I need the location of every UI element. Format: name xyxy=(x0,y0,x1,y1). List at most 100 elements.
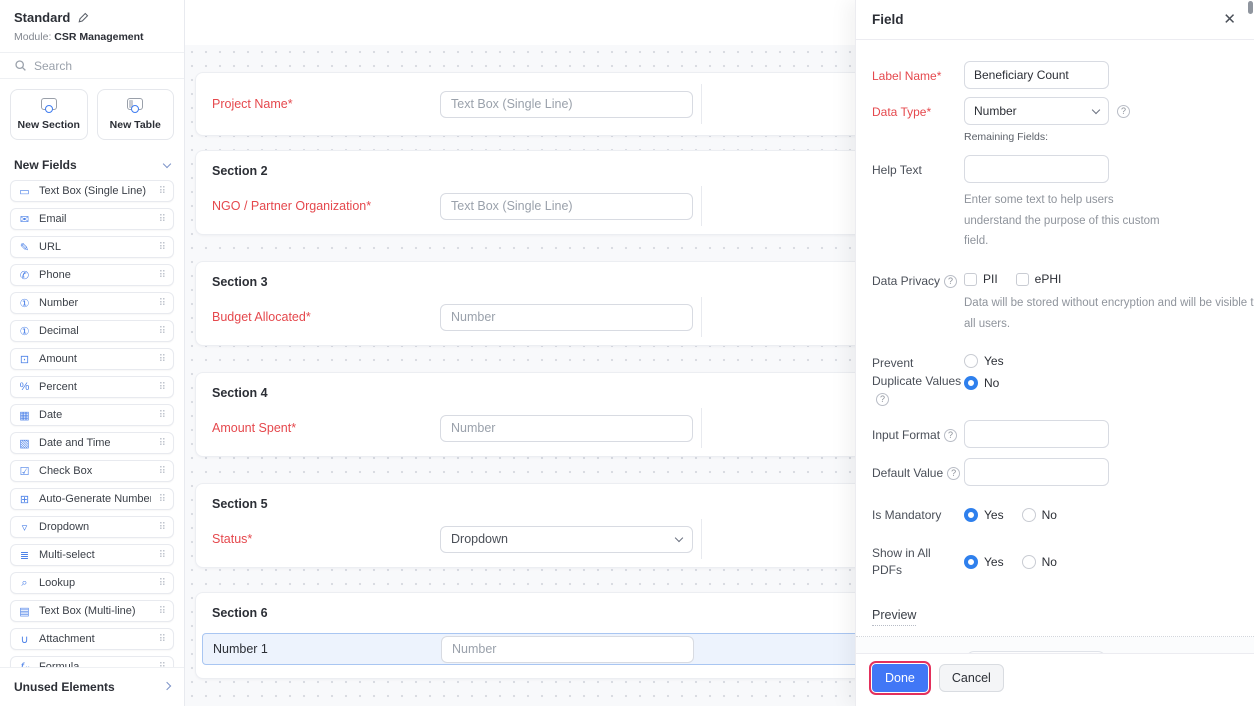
url-icon: ✎ xyxy=(19,241,30,254)
new-section-icon xyxy=(40,98,57,110)
field-type-text-box-single-line[interactable]: ▭ Text Box (Single Line) ⠿ xyxy=(10,180,174,202)
help-icon[interactable]: ? xyxy=(944,428,958,442)
ephi-checkbox[interactable] xyxy=(1015,272,1029,286)
new-fields-title: New Fields xyxy=(14,158,77,172)
field-type-email[interactable]: ✉ Email ⠿ xyxy=(10,208,174,230)
help-icon[interactable]: ? xyxy=(944,275,958,289)
drag-handle-icon[interactable]: ⠿ xyxy=(158,325,166,337)
panel-header: Field ✕ xyxy=(856,0,1254,40)
field-type-percent[interactable]: % Percent ⠿ xyxy=(10,376,174,398)
drag-handle-icon[interactable]: ⠿ xyxy=(158,213,166,225)
field-input[interactable] xyxy=(440,303,693,331)
section-card-5[interactable]: Section 5 Status* Dropdown xyxy=(195,483,895,568)
page-scrollbar[interactable] xyxy=(1247,0,1254,706)
form-title: Standard xyxy=(14,10,71,25)
decimal-icon: ① xyxy=(19,325,30,338)
field-type-lookup[interactable]: ⌕ Lookup ⠿ xyxy=(10,572,174,594)
radio-no-selected[interactable] xyxy=(964,376,978,391)
field-type-phone[interactable]: ✆ Phone ⠿ xyxy=(10,264,174,286)
drag-handle-icon[interactable]: ⠿ xyxy=(158,605,166,617)
is-mandatory-no-option[interactable]: No xyxy=(1021,507,1057,522)
scrollbar-thumb[interactable] xyxy=(1248,1,1253,14)
dotted-divider xyxy=(856,635,1254,637)
drag-handle-icon[interactable]: ⠿ xyxy=(158,297,166,309)
help-text-input[interactable] xyxy=(964,155,1109,183)
field-type-multi-select[interactable]: ≣ Multi-select ⠿ xyxy=(10,544,174,566)
radio-yes[interactable] xyxy=(964,354,978,369)
drag-handle-icon[interactable]: ⠿ xyxy=(158,437,166,449)
drag-handle-icon[interactable]: ⠿ xyxy=(158,521,166,533)
data-type-select[interactable]: Number xyxy=(964,97,1109,125)
drag-handle-icon[interactable]: ⠿ xyxy=(158,493,166,505)
radio-no[interactable] xyxy=(1021,507,1036,522)
new-fields-header[interactable]: New Fields xyxy=(0,149,184,179)
drag-handle-icon[interactable]: ⠿ xyxy=(158,661,166,668)
field-type-auto-generate-number[interactable]: ⊞ Auto-Generate Number ⠿ xyxy=(10,488,174,510)
drag-handle-icon[interactable]: ⠿ xyxy=(158,269,166,281)
drag-handle-icon[interactable]: ⠿ xyxy=(158,549,166,561)
drag-handle-icon[interactable]: ⠿ xyxy=(158,353,166,365)
auto-generate-number-icon: ⊞ xyxy=(19,493,30,506)
field-input[interactable] xyxy=(440,414,693,442)
field-type-decimal[interactable]: ① Decimal ⠿ xyxy=(10,320,174,342)
field-type-formula[interactable]: ƒₓ Formula ⠿ xyxy=(10,656,174,667)
search-bar[interactable] xyxy=(0,53,184,79)
field-input[interactable] xyxy=(441,635,694,663)
drag-handle-icon[interactable]: ⠿ xyxy=(158,381,166,393)
default-value-input[interactable] xyxy=(964,457,1109,486)
help-icon[interactable]: ? xyxy=(947,466,961,480)
field-type-check-box[interactable]: ☑ Check Box ⠿ xyxy=(10,460,174,482)
status-dropdown[interactable]: Dropdown xyxy=(440,525,693,553)
field-type-number[interactable]: ① Number ⠿ xyxy=(10,292,174,314)
field-type-dropdown[interactable]: ▿ Dropdown ⠿ xyxy=(10,516,174,538)
close-icon[interactable]: ✕ xyxy=(1223,11,1236,28)
data-privacy-helper: Data will be stored without encryption a… xyxy=(964,297,1254,330)
pii-checkbox[interactable] xyxy=(964,272,977,286)
field-input[interactable] xyxy=(440,90,693,118)
cancel-button[interactable]: Cancel xyxy=(938,664,1004,692)
field-type-text-box-multi-line[interactable]: ▤ Text Box (Multi-line) ⠿ xyxy=(10,600,174,622)
radio-yes-selected[interactable] xyxy=(964,507,978,522)
section-card-4[interactable]: Section 4 Amount Spent* xyxy=(195,372,895,457)
field-type-amount[interactable]: ⊡ Amount ⠿ xyxy=(10,348,174,370)
drag-handle-icon[interactable]: ⠿ xyxy=(158,185,166,197)
drag-handle-icon[interactable]: ⠿ xyxy=(158,409,166,421)
new-table-button[interactable]: New Table xyxy=(96,89,174,140)
selected-field-row[interactable]: Number 1 xyxy=(202,633,878,665)
drag-handle-icon[interactable]: ⠿ xyxy=(158,577,166,589)
panel-body: Label Name* Data Type* Number ? Remainin… xyxy=(856,40,1254,653)
drag-handle-icon[interactable]: ⠿ xyxy=(158,241,166,253)
multi-select-icon: ≣ xyxy=(19,549,30,562)
show-in-pdfs-no-option[interactable]: No xyxy=(1021,554,1057,569)
label-name-input[interactable] xyxy=(964,61,1109,89)
field-type-url[interactable]: ✎ URL ⠿ xyxy=(10,236,174,258)
help-icon[interactable]: ? xyxy=(1117,104,1130,118)
field-input[interactable] xyxy=(440,192,693,220)
input-format-input[interactable] xyxy=(964,419,1109,448)
section-card-6[interactable]: Section 6 Number 1 xyxy=(195,592,895,679)
section-card-2[interactable]: Section 2 NGO / Partner Organization* xyxy=(195,150,895,235)
field-type-date-and-time[interactable]: ▧ Date and Time ⠿ xyxy=(10,432,174,454)
help-text-helper: Enter some text to help users understand… xyxy=(964,194,1160,248)
edit-title-icon[interactable] xyxy=(77,12,89,24)
done-button[interactable]: Done xyxy=(869,661,931,695)
unused-elements-row[interactable]: Unused Elements xyxy=(0,667,184,706)
prevent-duplicate-no-option[interactable]: No xyxy=(964,376,1004,391)
section-card-1[interactable]: Project Name* xyxy=(195,72,895,136)
drag-handle-icon[interactable]: ⠿ xyxy=(158,633,166,645)
prevent-duplicate-yes-option[interactable]: Yes xyxy=(964,354,1004,369)
radio-yes-selected[interactable] xyxy=(964,554,978,569)
section-card-3[interactable]: Section 3 Budget Allocated* xyxy=(195,261,895,346)
new-section-button[interactable]: New Section xyxy=(10,89,88,140)
show-in-pdfs-yes-option[interactable]: Yes xyxy=(964,554,1004,569)
drag-handle-icon[interactable]: ⠿ xyxy=(158,465,166,477)
pii-checkbox-option[interactable]: PII xyxy=(964,272,998,286)
ephi-checkbox-option[interactable]: ePHI xyxy=(1015,272,1061,286)
help-icon[interactable]: ? xyxy=(876,392,889,406)
is-mandatory-yes-option[interactable]: Yes xyxy=(964,507,1004,522)
module-breadcrumb: Module: CSR Management xyxy=(14,31,170,43)
radio-no[interactable] xyxy=(1021,554,1036,569)
field-type-date[interactable]: ▦ Date ⠿ xyxy=(10,404,174,426)
field-type-attachment[interactable]: ∪ Attachment ⠿ xyxy=(10,628,174,650)
search-input[interactable] xyxy=(34,58,154,73)
